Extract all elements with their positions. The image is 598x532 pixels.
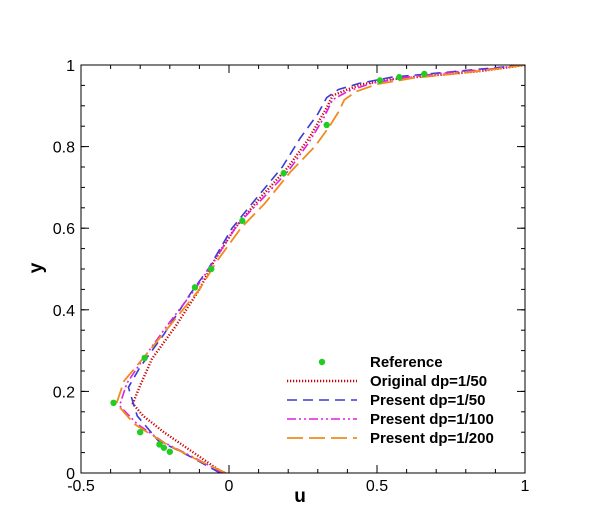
reference-marker [208, 265, 215, 273]
legend-label-original-dp-1-50: Original dp=1/50 [370, 373, 487, 390]
legend-label-present-dp-1-100: Present dp=1/100 [370, 411, 494, 428]
reference-marker [160, 444, 168, 451]
reference-marker [239, 217, 246, 225]
series-lines [115, 65, 525, 473]
y-tick-label: 1 [66, 58, 75, 75]
reference-marker [137, 429, 144, 436]
y-tick-label: 0 [66, 466, 75, 483]
series-line-present-dp-1-100 [118, 65, 525, 473]
y-axis-title: y [26, 262, 47, 273]
reference-marker [191, 284, 199, 291]
x-tick-label: -0.5 [67, 478, 95, 495]
legend-label-reference: Reference [370, 354, 443, 371]
reference-marker [110, 399, 117, 407]
reference-marker [166, 448, 173, 455]
reference-marker [156, 441, 163, 448]
reference-marker [421, 70, 428, 78]
legend-label-present-dp-1-200: Present dp=1/200 [370, 430, 494, 447]
y-tick-label: 0.2 [53, 384, 75, 401]
x-axis-title: u [294, 486, 306, 507]
x-tick-label: 0 [225, 478, 234, 495]
legend-swatch-reference [318, 358, 326, 366]
series-line-present-dp-1-200 [115, 65, 525, 473]
x-tick-label: 0.5 [366, 478, 388, 495]
reference-marker [280, 169, 287, 177]
x-tick-label: 1 [521, 478, 530, 495]
axis-tick-labels: -0.5 0 0.5 100.20.40.60.81 [53, 58, 530, 495]
reference-marker [141, 354, 148, 362]
reference-marker [396, 74, 403, 81]
series-line-present-dp-1-50 [127, 65, 525, 473]
legend: Reference Original dp=1/50 Present dp=1/50… [287, 354, 494, 447]
reference-marker [323, 121, 330, 129]
plot-frame [80, 64, 526, 474]
legend-label-present-dp-1-50: Present dp=1/50 [370, 392, 485, 409]
y-tick-label: 0.6 [53, 221, 75, 238]
reference-markers [110, 70, 428, 455]
y-tick-label: 0.4 [53, 303, 75, 320]
y-tick-label: 0.8 [53, 140, 75, 157]
reference-marker [376, 77, 384, 84]
